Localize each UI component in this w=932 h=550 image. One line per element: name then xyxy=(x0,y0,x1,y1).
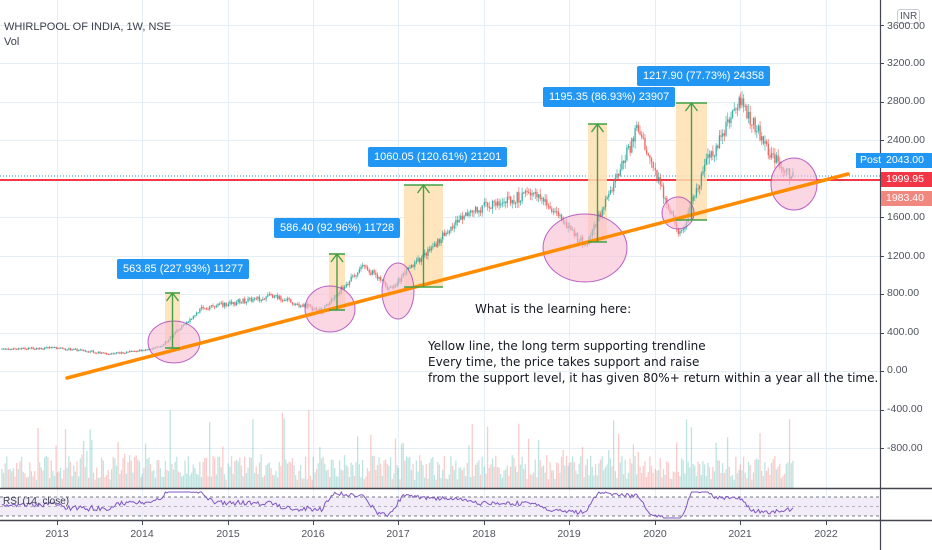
year-2018: 2018 xyxy=(472,528,496,540)
price-ticks xyxy=(880,25,884,449)
year-2019: 2019 xyxy=(557,528,581,540)
price-tick-1600: 1600.00 xyxy=(887,211,925,223)
year-2022: 2022 xyxy=(814,528,838,540)
horizontal-line-price-tag: 1999.95 xyxy=(881,172,932,187)
price-tick-0: 0.00 xyxy=(887,364,908,376)
support-circles[interactable] xyxy=(147,157,818,364)
price-tick-400: 400.00 xyxy=(887,326,920,338)
year-2013: 2013 xyxy=(45,528,69,540)
symbol-title[interactable]: WHIRLPOOL OF INDIA, 1W, NSE xyxy=(4,21,172,33)
price-tick-800: 800.00 xyxy=(887,287,920,299)
note-line-1[interactable]: Yellow line, the long term supporting tr… xyxy=(428,339,706,353)
note-title[interactable]: What is the learning here: xyxy=(475,302,632,316)
year-ticks xyxy=(57,520,827,525)
year-2016: 2016 xyxy=(301,528,325,540)
price-tick-2400: 2400.00 xyxy=(887,134,925,146)
measure-callout-2[interactable]: 586.40 (92.96%) 11728 xyxy=(274,218,401,238)
measure-callout-5[interactable]: 1217.90 (77.73%) 24358 xyxy=(637,66,771,86)
measure-callout-1[interactable]: 563.85 (227.93%) 11277 xyxy=(117,259,250,279)
note-line-2[interactable]: Every time, the price takes support and … xyxy=(428,355,700,369)
price-tick-3200: 3200.00 xyxy=(887,57,925,69)
volume-bars xyxy=(1,410,794,488)
year-2014: 2014 xyxy=(130,528,154,540)
rsi-line xyxy=(1,490,794,519)
year-2020: 2020 xyxy=(643,528,667,540)
year-2017: 2017 xyxy=(386,528,410,540)
price-tick-3600: 3600.00 xyxy=(887,20,925,32)
price-tick-1200: 1200.00 xyxy=(887,250,925,262)
trendline[interactable] xyxy=(65,172,850,380)
last-price-tag: 2043.00 xyxy=(881,153,932,168)
measure-callout-4[interactable]: 1195.35 (86.93%) 23907 xyxy=(543,87,676,107)
note-line-3[interactable]: from the support level, it has given 80%… xyxy=(428,371,879,385)
measure-arrows xyxy=(165,101,707,349)
price-tick-neg400: -400.00 xyxy=(887,403,923,415)
year-2021: 2021 xyxy=(728,528,752,540)
rsi-indicator-label[interactable]: RSI (14, close) xyxy=(3,496,70,507)
currency-badge[interactable]: INR xyxy=(897,9,921,24)
volume-label[interactable]: Vol xyxy=(4,36,20,48)
prev-close-price-tag: 1983.40 xyxy=(881,191,932,206)
post-market-badge: Post xyxy=(856,153,886,168)
price-tick-neg800: -800.00 xyxy=(887,442,923,454)
chart-legend: WHIRLPOOL OF INDIA, 1W, NSE Vol xyxy=(4,20,171,50)
measure-callout-3[interactable]: 1060.05 (120.61%) 21201 xyxy=(368,147,508,167)
year-2015: 2015 xyxy=(216,528,240,540)
price-tick-2800: 2800.00 xyxy=(887,95,925,107)
